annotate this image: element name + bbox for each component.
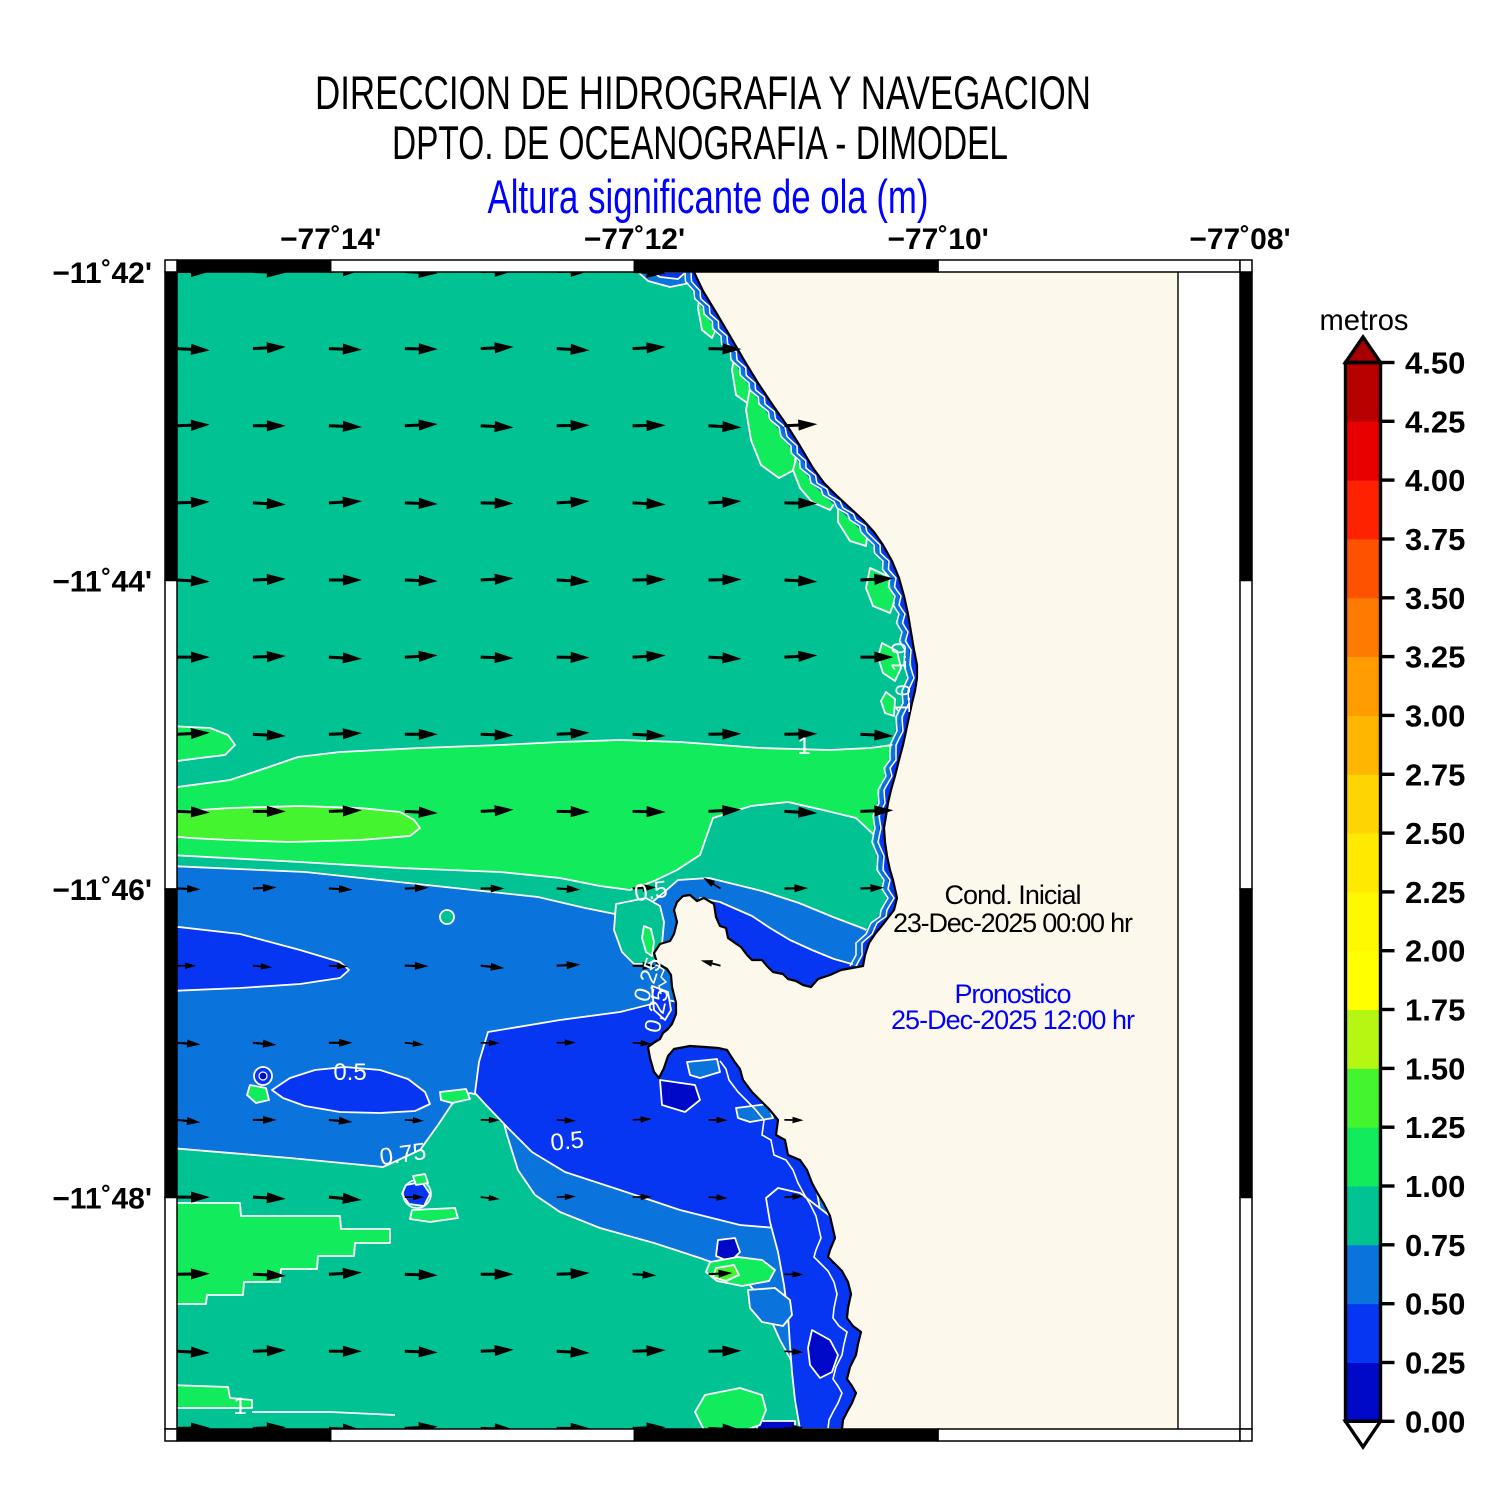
svg-text:25-Dec-2025 12:00 hr: 25-Dec-2025 12:00 hr — [891, 1005, 1135, 1035]
svg-text:3.00: 3.00 — [1405, 698, 1465, 733]
svg-text:1.0: 1.0 — [892, 684, 915, 713]
svg-text:2.25: 2.25 — [1405, 875, 1465, 910]
svg-text:1.0: 1.0 — [888, 642, 911, 671]
svg-text:Cond. Inicial: Cond. Inicial — [945, 880, 1082, 910]
svg-text:2.75: 2.75 — [1405, 757, 1465, 792]
svg-text:1.00: 1.00 — [1405, 1169, 1465, 1204]
svg-text:DPTO. DE OCEANOGRAFIA - DIMODE: DPTO. DE OCEANOGRAFIA - DIMODEL — [392, 116, 1008, 169]
svg-text:metros: metros — [1320, 304, 1409, 337]
svg-text:−77˚08': −77˚08' — [1189, 223, 1290, 256]
svg-text:0.5: 0.5 — [633, 876, 670, 907]
svg-text:0.75: 0.75 — [1405, 1228, 1465, 1263]
svg-text:23-Dec-2025 00:00 hr: 23-Dec-2025 00:00 hr — [893, 908, 1133, 938]
svg-text:DIRECCION DE HIDROGRAFIA Y NAV: DIRECCION DE HIDROGRAFIA Y NAVEGACION — [315, 66, 1091, 119]
svg-text:−77˚12': −77˚12' — [584, 223, 685, 256]
svg-text:−77˚14': −77˚14' — [280, 223, 381, 256]
svg-text:1.75: 1.75 — [1405, 993, 1465, 1028]
svg-text:0.5: 0.5 — [333, 1059, 366, 1086]
svg-text:3.50: 3.50 — [1405, 581, 1465, 616]
svg-text:0.25: 0.25 — [1405, 1346, 1465, 1381]
svg-text:4.50: 4.50 — [1405, 346, 1465, 381]
svg-text:Altura significante de ola (m): Altura significante de ola (m) — [488, 170, 929, 223]
svg-text:−11˚44': −11˚44' — [52, 566, 152, 599]
svg-text:−11˚48': −11˚48' — [52, 1183, 152, 1216]
svg-text:−11˚46': −11˚46' — [52, 874, 152, 907]
svg-text:0.5: 0.5 — [549, 1126, 585, 1156]
svg-text:3.25: 3.25 — [1405, 640, 1465, 675]
svg-text:0.75: 0.75 — [378, 1138, 428, 1171]
svg-text:2.50: 2.50 — [1405, 816, 1465, 851]
svg-text:1: 1 — [233, 1393, 246, 1420]
svg-text:−11˚42': −11˚42' — [52, 257, 152, 290]
svg-text:Pronostico: Pronostico — [955, 979, 1072, 1009]
svg-text:1.25: 1.25 — [1405, 1110, 1465, 1145]
svg-text:3.75: 3.75 — [1405, 522, 1465, 557]
svg-text:2.00: 2.00 — [1405, 934, 1465, 969]
svg-text:−77˚10': −77˚10' — [887, 223, 988, 256]
svg-text:0.50: 0.50 — [1405, 1287, 1465, 1322]
svg-text:1: 1 — [797, 733, 810, 760]
svg-text:4.25: 4.25 — [1405, 404, 1465, 439]
svg-text:0.00: 0.00 — [1405, 1404, 1465, 1439]
svg-text:4.00: 4.00 — [1405, 463, 1465, 498]
svg-text:1.50: 1.50 — [1405, 1051, 1465, 1086]
